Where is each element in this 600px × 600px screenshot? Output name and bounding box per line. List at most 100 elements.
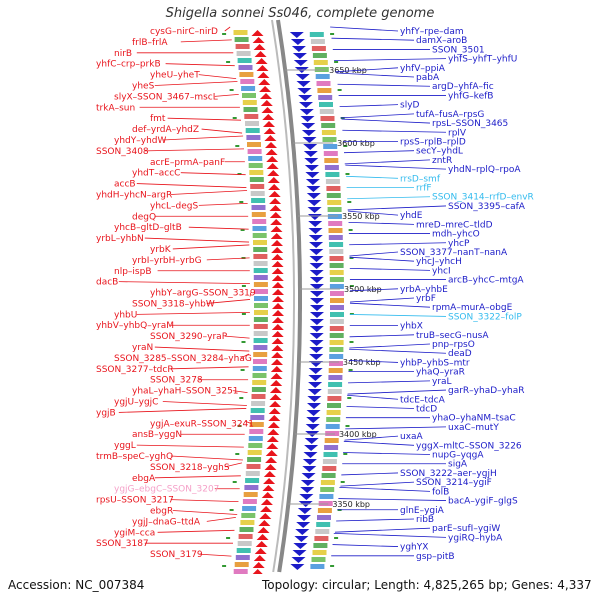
gene-label-left: trkA–sun (96, 103, 135, 113)
forward-gene-arrow (263, 478, 276, 484)
forward-gene-arrow (265, 142, 277, 148)
gene-leader-right (349, 242, 447, 246)
forward-gene-arrow (260, 100, 273, 106)
forward-gene-arrow (266, 443, 279, 449)
gene-label-left: yrbI–yrbH–yrbG (132, 256, 202, 266)
forward-gene-arrow (252, 569, 263, 574)
feature-box-left (242, 93, 256, 98)
forward-gene-arrow (271, 275, 284, 281)
gene-leader-left (180, 39, 232, 43)
gene-leader-right (341, 118, 431, 124)
backbone-inner (271, 19, 295, 573)
forward-gene-arrow (269, 212, 282, 218)
feature-box-left (241, 513, 256, 518)
reverse-gene-arrow (299, 102, 313, 108)
feature-box-left (233, 30, 248, 35)
gene-leader-left (154, 346, 250, 352)
topology-text: Topology: circular; Length: 4,825,265 bp… (262, 578, 592, 592)
gene-label-right: yhcI (432, 266, 451, 276)
feature-box-left (249, 177, 264, 182)
forward-gene-arrow (253, 44, 266, 50)
reverse-gene-arrow (307, 214, 322, 220)
reverse-gene-arrow (307, 207, 322, 213)
gene-label-left: SSON_3318–yhbW (132, 299, 215, 309)
gene-label-left: ygjB (96, 408, 116, 418)
feature-box-right (320, 480, 335, 485)
gene-leader-right (337, 83, 431, 87)
gene-label-left: yheU–yheT (150, 71, 200, 81)
reverse-gene-arrow (297, 515, 311, 521)
forward-gene-arrow (260, 93, 272, 99)
gene-leader-right (349, 334, 415, 338)
feature-box-left (253, 254, 268, 259)
forward-gene-arrow (259, 513, 272, 519)
feature-box-right (325, 179, 340, 184)
feature-box-left (251, 198, 266, 203)
gene-leader-left (198, 74, 237, 79)
gene-leader-left (136, 444, 244, 448)
feature-box-right (329, 263, 344, 268)
feature-box-left (248, 163, 263, 168)
feature-box-right (327, 207, 342, 212)
gene-label-left: SSON_3408 (96, 147, 149, 157)
reverse-gene-arrow (304, 165, 319, 171)
forward-gene-arrow (271, 247, 284, 253)
gene-label-right: SSON_3501 (432, 45, 485, 55)
gene-label-left: yhbV–yhbQ–yraM (96, 321, 174, 331)
forward-gene-arrow (254, 548, 267, 554)
feature-box-left (233, 569, 248, 574)
feature-box-right (329, 249, 344, 254)
feature-box-left (254, 310, 268, 315)
gene-leader-left (170, 366, 249, 370)
reverse-gene-arrow (301, 123, 316, 129)
forward-gene-arrow (271, 268, 284, 274)
gene-leader-left (118, 408, 247, 413)
feature-box-left (248, 156, 263, 161)
gene-leader-left (154, 475, 241, 479)
feature-box-right (325, 172, 340, 177)
forward-gene-arrow (267, 422, 280, 428)
gene-label-left: SSON_3285–SSON_3284–yhaG (114, 354, 252, 364)
forward-gene-arrow (255, 58, 268, 64)
gene-leader-left (118, 281, 250, 285)
feature-box-right (327, 389, 342, 394)
forward-gene-arrow (260, 499, 273, 505)
gene-label-left: ansB–yggN (132, 430, 182, 440)
gene-label-right: yrbA–yhbE (400, 285, 448, 295)
gene-leader-left (165, 63, 235, 67)
gene-label-right: yggX–mltC–SSON_3226 (416, 441, 522, 451)
gene-label-right: damX–aroB (416, 36, 467, 46)
reverse-gene-arrow (309, 340, 324, 346)
forward-gene-arrow (271, 338, 284, 344)
forward-gene-arrow (251, 30, 264, 36)
gene-leader-left (167, 117, 242, 121)
forward-gene-arrow (269, 394, 282, 400)
forward-gene-arrow (261, 107, 274, 113)
feature-box-left (251, 387, 266, 392)
feature-box-right (329, 347, 344, 352)
reverse-gene-arrow (300, 487, 315, 493)
forward-gene-arrow (268, 184, 281, 190)
feature-box-left (236, 51, 251, 56)
feature-box-left (251, 212, 266, 217)
gene-leader-right (331, 37, 415, 41)
feature-box-left (251, 401, 266, 406)
kbp-label: 3650 kbp (329, 66, 367, 75)
gene-label-right: rpsL–SSON_3465 (432, 119, 508, 129)
forward-gene-arrow (265, 450, 278, 456)
gene-label-right: uxaA (400, 432, 424, 442)
gene-label-right: nupG–yqgA (432, 451, 484, 461)
backbone (276, 19, 302, 573)
feature-box-right (328, 382, 343, 387)
gene-label-right: yhbP–yhbS–mtr (400, 358, 470, 368)
forward-gene-arrow (254, 51, 267, 57)
reverse-gene-arrow (309, 277, 324, 283)
forward-gene-arrow (264, 464, 277, 470)
kbp-label: 3550 kbp (342, 212, 380, 221)
feature-box-left (253, 240, 267, 245)
feature-box-right (313, 60, 328, 65)
forward-gene-arrow (266, 163, 279, 169)
feature-box-left (253, 338, 268, 343)
gene-leader-right (347, 389, 447, 395)
feature-box-right (329, 361, 343, 366)
